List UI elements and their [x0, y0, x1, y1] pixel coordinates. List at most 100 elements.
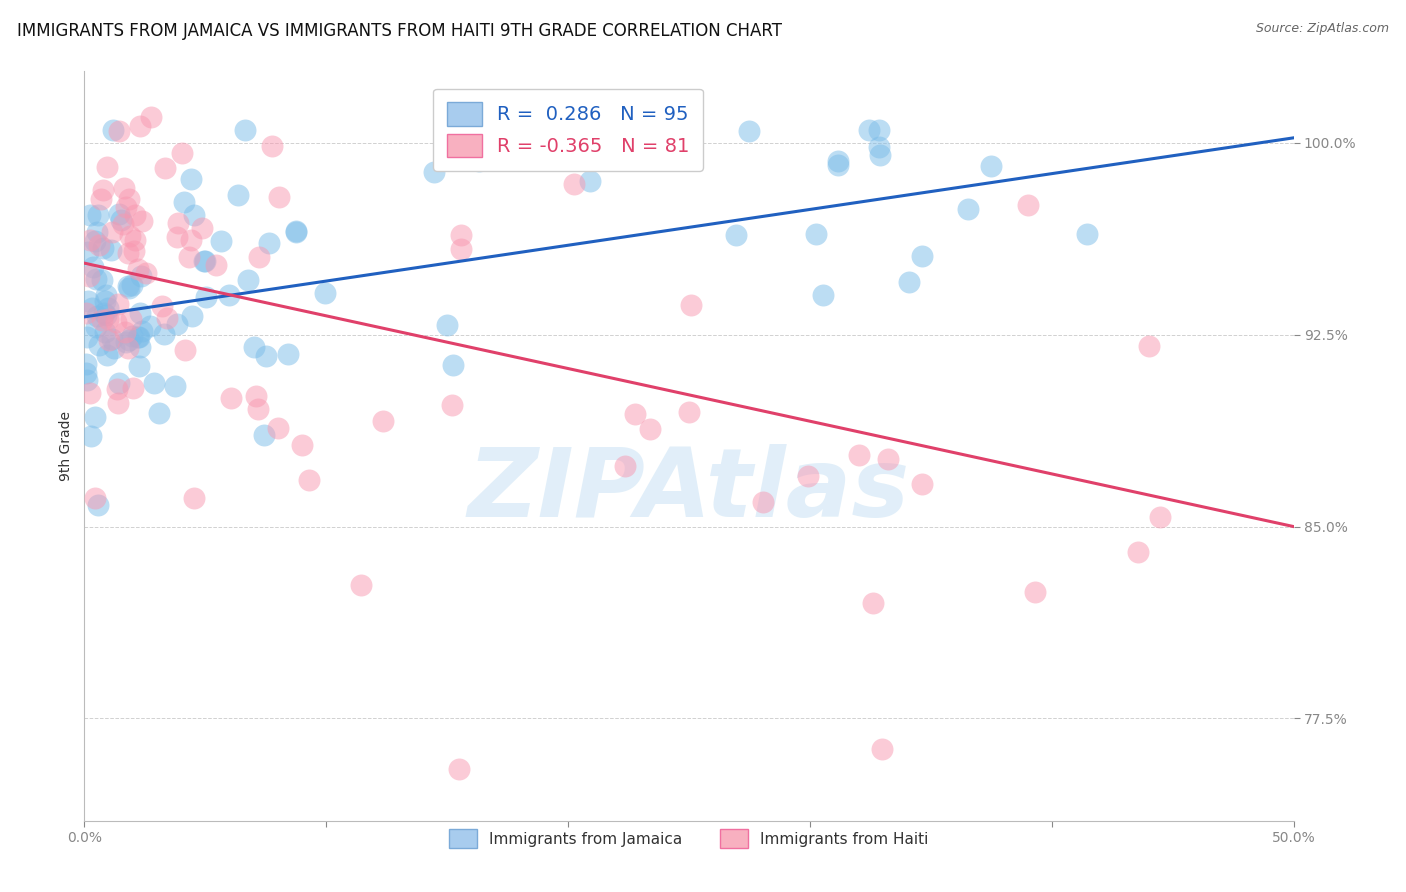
- Point: [97, 301, 120, 315]
- Point: [1128, 545, 1150, 559]
- Point: [868, 123, 890, 137]
- Point: [209, 235, 232, 249]
- Text: IMMIGRANTS FROM JAMAICA VS IMMIGRANTS FROM HAITI 9TH GRADE CORRELATION CHART: IMMIGRANTS FROM JAMAICA VS IMMIGRANTS FR…: [17, 22, 782, 40]
- Point: [107, 297, 129, 311]
- Point: [129, 120, 152, 134]
- Point: [76, 357, 98, 371]
- Point: [638, 422, 661, 436]
- Point: [101, 123, 124, 137]
- Point: [143, 376, 166, 391]
- Point: [163, 379, 186, 393]
- Point: [980, 160, 1002, 174]
- Point: [679, 298, 702, 312]
- Text: ZIPAtlas: ZIPAtlas: [468, 444, 910, 538]
- Point: [86, 272, 108, 286]
- Point: [82, 260, 104, 275]
- Point: [153, 161, 176, 176]
- Point: [665, 128, 688, 142]
- Point: [858, 123, 880, 137]
- Point: [194, 253, 217, 268]
- Point: [91, 273, 114, 287]
- Point: [277, 347, 299, 361]
- Point: [135, 266, 157, 280]
- Point: [872, 742, 894, 756]
- Text: Source: ZipAtlas.com: Source: ZipAtlas.com: [1256, 22, 1389, 36]
- Point: [83, 409, 105, 424]
- Point: [76, 372, 98, 386]
- Point: [624, 408, 647, 422]
- Point: [128, 306, 150, 320]
- Point: [94, 325, 117, 339]
- Point: [79, 268, 101, 283]
- Point: [191, 220, 214, 235]
- Point: [218, 288, 240, 302]
- Point: [1017, 198, 1039, 212]
- Point: [245, 389, 267, 403]
- Point: [194, 291, 217, 305]
- Y-axis label: 9th Grade: 9th Grade: [59, 411, 73, 481]
- Point: [678, 405, 700, 419]
- Point: [247, 250, 270, 264]
- Point: [183, 491, 205, 505]
- Point: [911, 477, 934, 491]
- Point: [267, 190, 290, 204]
- Point: [827, 159, 849, 173]
- Point: [129, 340, 152, 354]
- Point: [117, 341, 139, 355]
- Point: [228, 188, 250, 202]
- Point: [127, 329, 149, 343]
- Point: [806, 227, 828, 241]
- Point: [100, 244, 122, 258]
- Point: [84, 320, 107, 334]
- Point: [291, 438, 314, 452]
- Point: [121, 278, 143, 293]
- Point: [97, 311, 120, 326]
- Point: [1076, 227, 1098, 241]
- Point: [153, 326, 176, 341]
- Point: [876, 451, 898, 466]
- Point: [179, 250, 201, 264]
- Point: [93, 306, 115, 320]
- Point: [811, 287, 834, 301]
- Point: [205, 258, 228, 272]
- Point: [94, 294, 117, 309]
- Point: [449, 763, 471, 777]
- Point: [233, 123, 256, 137]
- Point: [107, 396, 129, 410]
- Point: [148, 406, 170, 420]
- Point: [131, 214, 153, 228]
- Point: [1149, 509, 1171, 524]
- Point: [436, 318, 458, 333]
- Point: [111, 217, 134, 231]
- Point: [87, 238, 110, 252]
- Point: [173, 194, 195, 209]
- Point: [129, 268, 152, 283]
- Point: [614, 458, 637, 473]
- Point: [122, 381, 145, 395]
- Point: [257, 235, 280, 250]
- Point: [93, 241, 115, 255]
- Point: [114, 334, 136, 349]
- Point: [468, 153, 491, 168]
- Point: [115, 200, 138, 214]
- Point: [910, 249, 932, 263]
- Point: [441, 359, 464, 373]
- Point: [267, 421, 290, 435]
- Point: [101, 332, 124, 346]
- Point: [120, 311, 142, 326]
- Point: [956, 202, 979, 217]
- Point: [441, 398, 464, 412]
- Point: [96, 348, 118, 362]
- Point: [87, 498, 110, 512]
- Point: [83, 491, 105, 505]
- Point: [86, 208, 108, 222]
- Point: [100, 225, 122, 239]
- Point: [868, 139, 890, 153]
- Point: [120, 229, 142, 244]
- Point: [86, 309, 108, 323]
- Point: [108, 124, 131, 138]
- Point: [253, 428, 276, 442]
- Point: [75, 306, 97, 320]
- Point: [128, 359, 150, 373]
- Point: [103, 341, 125, 355]
